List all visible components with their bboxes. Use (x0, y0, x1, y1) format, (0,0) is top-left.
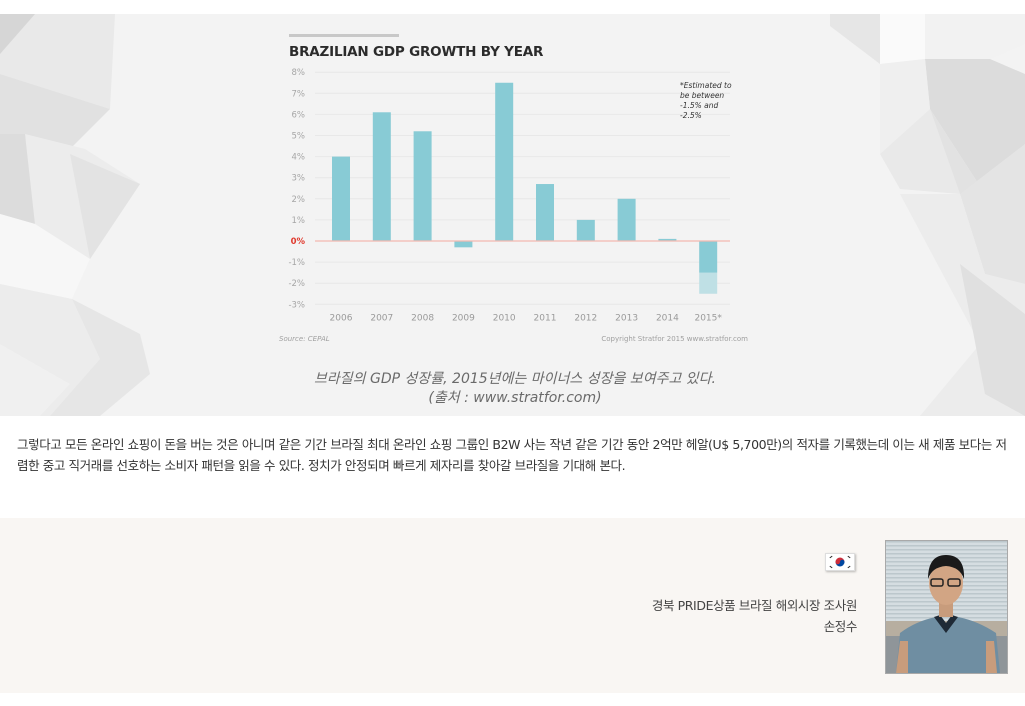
gdp-bar-chart: BRAZILIAN GDP GROWTH BY YEAR 8% 7% 6% 5% 4% 3… (270, 34, 760, 354)
chart-caption: 브라질의 GDP 성장률, 2015년에는 마이너스 성장을 보여주고 있다. … (200, 370, 830, 408)
author-role: 경북 PRIDE상품 브라질 해외시장 조사원 (651, 598, 858, 613)
svg-text:0%: 0% (291, 237, 306, 247)
svg-text:8%: 8% (292, 68, 306, 78)
svg-text:-1.5% and: -1.5% and (680, 101, 718, 110)
svg-text:2011: 2011 (534, 313, 557, 323)
svg-text:3%: 3% (292, 174, 306, 184)
svg-text:-1%: -1% (288, 258, 305, 268)
svg-text:2012: 2012 (574, 313, 597, 323)
article-paragraph: 그렇다고 모든 온라인 쇼핑이 돈을 버는 것은 아니며 같은 기간 브라질 최… (17, 437, 1007, 473)
author-name: 손정수 (823, 619, 858, 634)
south-korea-flag-icon (825, 553, 855, 571)
svg-text:-3%: -3% (288, 300, 305, 310)
caption-line-1: 브라질의 GDP 성장률, 2015년에는 마이너스 성장을 보여주고 있다. (314, 371, 716, 387)
svg-text:2008: 2008 (411, 313, 434, 323)
svg-text:2013: 2013 (615, 313, 638, 323)
svg-text:1%: 1% (292, 216, 306, 226)
author-photo (885, 540, 1008, 674)
polygon-background-decoration (0, 14, 1025, 416)
svg-text:-2%: -2% (288, 279, 305, 289)
svg-text:Copyright Stratfor 2015 www.: Copyright Stratfor 2015 www.stratfor.com (601, 335, 748, 343)
svg-text:*Estimated to: *Estimated to (680, 81, 732, 90)
chart-title-rule (289, 34, 399, 37)
svg-text:2006: 2006 (330, 313, 353, 323)
author-box (0, 518, 1025, 693)
svg-text:6%: 6% (292, 110, 306, 120)
chart-image-banner: BRAZILIAN GDP GROWTH BY YEAR 8% 7% 6% 5% 4% 3… (0, 14, 1025, 416)
caption-line-2: (출처 : www.stratfor.com) (428, 390, 602, 406)
svg-text:5%: 5% (292, 132, 306, 142)
chart-plot-area: 8% 7% 6% 5% 4% 3% 2% 1% 0% -1% -2% -3% 2006 2007 2008 2… (279, 68, 748, 343)
svg-text:2010: 2010 (493, 313, 516, 323)
svg-text:be between: be between (680, 91, 724, 100)
svg-text:Source: CEPAL: Source: CEPAL (279, 335, 330, 343)
svg-text:4%: 4% (292, 153, 306, 163)
svg-text:2015*: 2015* (694, 313, 722, 323)
svg-text:2%: 2% (292, 195, 306, 205)
svg-text:2007: 2007 (370, 313, 393, 323)
svg-text:2009: 2009 (452, 313, 475, 323)
svg-text:7%: 7% (292, 89, 306, 99)
svg-text:2014: 2014 (656, 313, 679, 323)
chart-title: BRAZILIAN GDP GROWTH BY YEAR (289, 44, 544, 60)
svg-text:-2.5%: -2.5% (680, 111, 702, 120)
